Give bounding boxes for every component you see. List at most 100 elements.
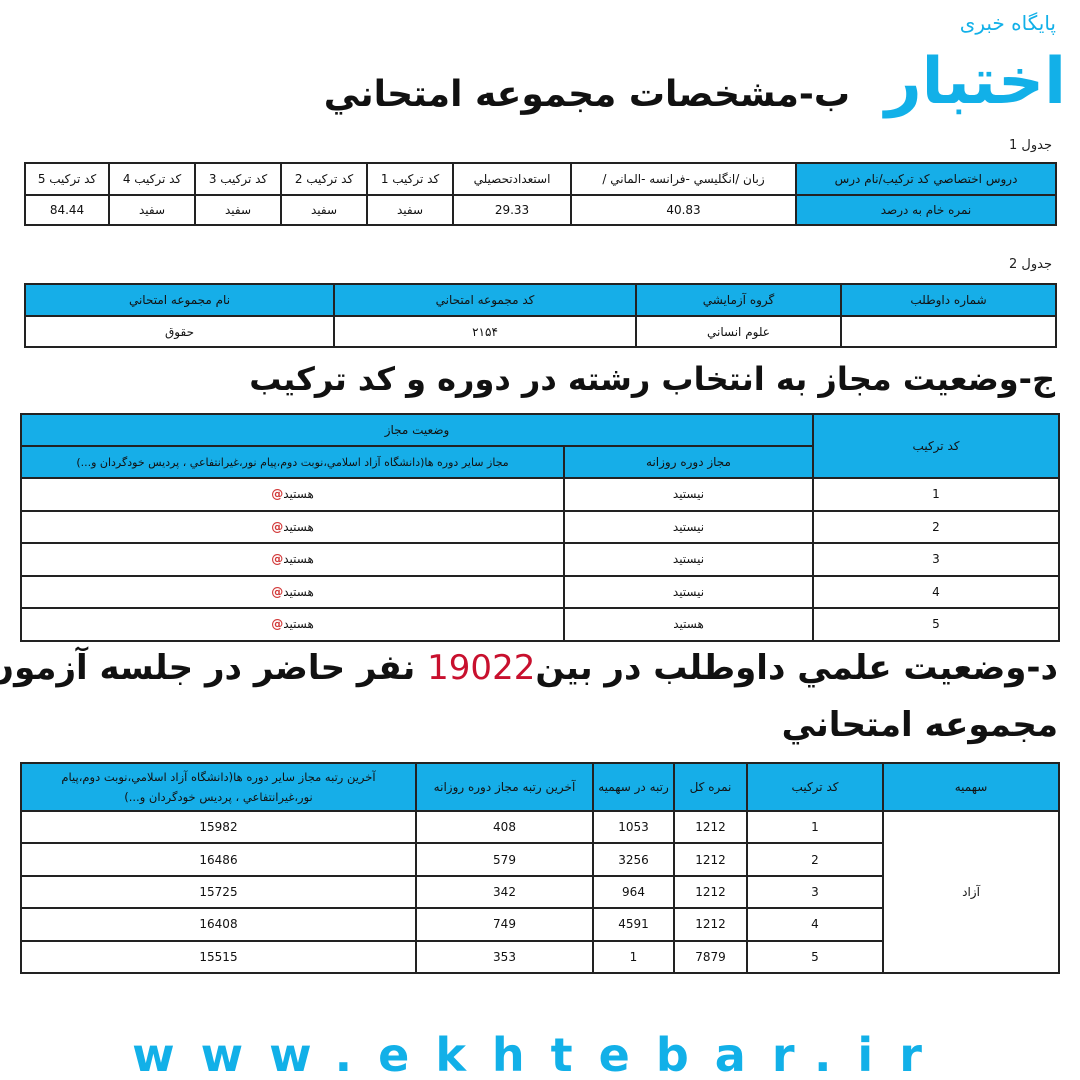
- table4-cell: 342: [415, 874, 594, 910]
- table1-header: كد تركيب 2: [280, 162, 368, 196]
- table3-other: هستيد@: [20, 509, 565, 544]
- candidate-count: 19022: [427, 648, 536, 688]
- table4-cell: 16486: [20, 842, 417, 877]
- table2-cell: ۲۱۵۴: [333, 315, 637, 348]
- table2-cell: [840, 315, 1057, 348]
- table3-code: 2: [812, 509, 1060, 544]
- table2-header: شماره داوطلب: [840, 283, 1057, 317]
- table-eligibility: كد تركيب وضعيت مجاز مجاز دوره روزانه مجا…: [20, 413, 1060, 642]
- table3-other: هستيد@: [20, 607, 565, 642]
- table4-cell: 7879: [673, 939, 748, 974]
- table-candidate: شماره داوطلب گروه آزمايشي كد مجموعه امتح…: [24, 283, 1057, 348]
- table3-header-status: وضعيت مجاز: [20, 413, 814, 447]
- table4-cell: 1212: [673, 842, 748, 877]
- table-scores: دروس اختصاصي كد تركيب/نام درس زبان /انگل…: [24, 162, 1057, 226]
- table1-cell: 40.83: [570, 194, 797, 226]
- table2-cell: علوم انساني: [635, 315, 842, 348]
- section-d-title: د-وضعيت علمي داوطلب در بين19022 نفر حاضر…: [0, 648, 1058, 688]
- table4-cell: 3: [746, 874, 884, 910]
- table3-other-text: هستيد: [283, 552, 314, 567]
- table1-caption: جدول 1: [1009, 138, 1052, 153]
- table3-row: 5 هستيد هستيد@: [20, 607, 1060, 642]
- table4-cell: 5: [746, 939, 884, 974]
- table3-other: هستيد@: [20, 574, 565, 609]
- table4-header: آخرين رتبه مجاز دوره روزانه: [415, 762, 594, 812]
- table1-cell: نمره خام به درصد: [795, 194, 1057, 226]
- table4-cell: 964: [592, 874, 675, 910]
- table2-header: كد مجموعه امتحاني: [333, 283, 637, 317]
- table4-cell: 3256: [592, 842, 675, 877]
- table4-cell: 353: [415, 939, 594, 974]
- table4-cell: 1212: [673, 874, 748, 910]
- table1-header: كد تركيب 3: [194, 162, 282, 196]
- table2-caption: جدول 2: [1009, 257, 1052, 272]
- table3-other: هستيد@: [20, 542, 565, 577]
- table1-header: استعدادتحصيلي: [452, 162, 572, 196]
- section-c-title: ج-وضعيت مجاز به انتخاب رشته در دوره و كد…: [249, 360, 1055, 398]
- table1-cell: سفيد: [366, 194, 454, 226]
- table1-header: زبان /انگليسي -فرانسه -الماني /: [570, 162, 797, 196]
- table4-header: نمره كل: [673, 762, 748, 812]
- ekhtebar-logo: پايگاه خبری اختبار: [866, 8, 1066, 138]
- table3-day: نيستيد: [563, 574, 814, 609]
- table3-row: 3 نيستيد هستيد@: [20, 542, 1060, 577]
- footer-url[interactable]: www.ekhtebar.ir: [132, 1028, 948, 1080]
- table4-row: 5 7879 1 353 15515: [20, 939, 1059, 974]
- table4-cell: 16408: [20, 907, 417, 942]
- table4-header: كد تركيب: [746, 762, 884, 812]
- marker-icon: @: [271, 617, 284, 632]
- table3-day: نيستيد: [563, 542, 814, 577]
- table3-other-text: هستيد: [283, 487, 314, 502]
- table4-cell: 2: [746, 842, 884, 877]
- section-d-title-post: نفر حاضر در جلسه آزمون در: [0, 648, 416, 688]
- table3-header-other: مجاز ساير دوره ها(دانشگاه آزاد اسلامي،نو…: [20, 445, 565, 479]
- marker-icon: @: [271, 487, 284, 502]
- marker-icon: @: [271, 584, 284, 599]
- table3-code: 1: [812, 477, 1060, 512]
- table4-quota: آزاد: [882, 810, 1060, 974]
- table1-cell: 84.44: [24, 194, 110, 226]
- table4-cell: 15982: [20, 809, 417, 845]
- table4-header: آخرين رتبه مجاز ساير دوره ها(دانشگاه آزا…: [20, 762, 417, 812]
- table4-row: 4 1212 4591 749 16408: [20, 907, 1059, 942]
- table4-cell: 1053: [592, 809, 675, 845]
- table3-code: 4: [812, 574, 1060, 609]
- table4-cell: 15515: [20, 939, 417, 974]
- table1-cell: سفيد: [280, 194, 368, 226]
- section-d-title-pre: د-وضعيت علمي داوطلب در بين: [535, 648, 1058, 688]
- table4-row: 3 1212 964 342 15725: [20, 874, 1059, 910]
- table3-day: نيستيد: [563, 509, 814, 544]
- section-d-title-line2: مجموعه امتحاني: [781, 705, 1058, 745]
- table3-code: 3: [812, 542, 1060, 577]
- table4-cell: 1: [746, 809, 884, 845]
- section-b-title: ب-مشخصات مجموعه امتحاني: [323, 74, 850, 115]
- table3-other: هستيد@: [20, 477, 565, 512]
- logo-subtitle: پايگاه خبری: [959, 11, 1056, 35]
- table4-row: آزاد 1 1212 1053 408 15982: [20, 809, 1060, 974]
- table2-header: نام مجموعه امتحاني: [24, 283, 335, 317]
- table3-code: 5: [812, 607, 1060, 642]
- table3-day: هستيد: [563, 607, 814, 642]
- table-rank: سهميه كد تركيب نمره كل رتبه در سهميه آخر…: [20, 762, 1060, 974]
- table4-cell: 1212: [673, 809, 748, 845]
- table3-row: 2 نيستيد هستيد@: [20, 509, 1060, 544]
- table3-header-code: كد تركيب: [812, 413, 1060, 479]
- table1-header: دروس اختصاصي كد تركيب/نام درس: [795, 162, 1057, 196]
- table2-cell: حقوق: [24, 315, 335, 348]
- table1-header: كد تركيب 4: [108, 162, 196, 196]
- table4-cell: 749: [415, 907, 594, 942]
- table3-other-text: هستيد: [283, 617, 314, 632]
- table3-other-text: هستيد: [283, 519, 314, 534]
- table1-cell: سفيد: [194, 194, 282, 226]
- table4-cell: 4: [746, 907, 884, 942]
- table3-header-day: مجاز دوره روزانه: [563, 445, 814, 479]
- table3-day: نيستيد: [563, 477, 814, 512]
- table2-row: علوم انساني ۲۱۵۴ حقوق: [24, 315, 1057, 348]
- table1-row: نمره خام به درصد 40.83 29.33 سفيد سفيد س…: [24, 194, 1057, 226]
- table1-header: كد تركيب 1: [366, 162, 454, 196]
- table4-cell: 4591: [592, 907, 675, 942]
- table1-header: كد تركيب 5: [24, 162, 110, 196]
- table4-header: رتبه در سهميه: [592, 762, 675, 812]
- marker-icon: @: [271, 519, 284, 534]
